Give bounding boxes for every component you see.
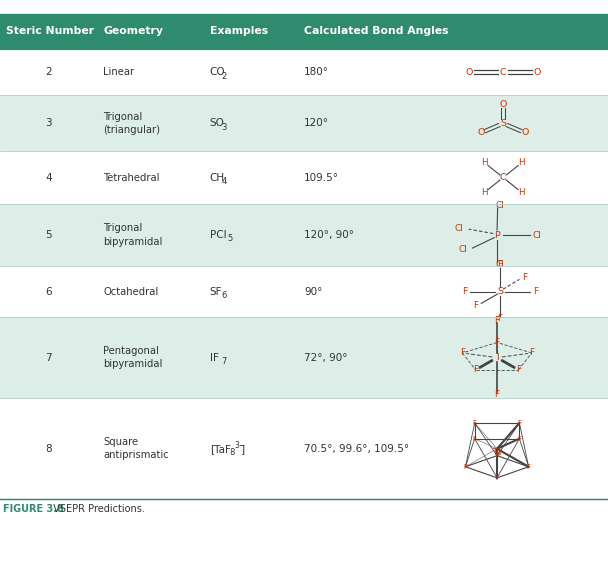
- Bar: [0, 151, 608, 204]
- Text: 120°, 90°: 120°, 90°: [304, 230, 354, 240]
- Text: SO: SO: [210, 118, 224, 128]
- Text: 5: 5: [227, 234, 232, 243]
- Bar: [0, 49, 608, 95]
- Text: S: S: [500, 119, 506, 128]
- Text: O: O: [465, 67, 473, 77]
- Text: F: F: [460, 348, 465, 357]
- Text: Square
antiprismatic: Square antiprismatic: [103, 437, 169, 461]
- Text: Pentagonal
bipyramidal: Pentagonal bipyramidal: [103, 346, 163, 369]
- Text: 180°: 180°: [304, 67, 329, 77]
- Text: [TaF: [TaF: [210, 444, 230, 454]
- Text: 7: 7: [221, 357, 227, 366]
- Text: F: F: [494, 338, 500, 347]
- Text: F: F: [472, 420, 477, 426]
- Text: 109.5°: 109.5°: [304, 173, 339, 182]
- Bar: [204, 398, 298, 499]
- Text: I: I: [496, 353, 499, 362]
- Text: 8: 8: [46, 444, 52, 454]
- Text: CH: CH: [210, 173, 225, 182]
- Text: CO: CO: [210, 67, 226, 77]
- Bar: [0, 204, 608, 266]
- Bar: [0, 266, 608, 317]
- Text: Cl: Cl: [454, 224, 463, 233]
- Text: ]: ]: [241, 444, 246, 454]
- Text: F: F: [495, 453, 499, 459]
- Text: F: F: [529, 348, 534, 357]
- Text: H: H: [518, 158, 525, 168]
- Text: Cl: Cl: [495, 201, 504, 210]
- Bar: [0, 317, 608, 398]
- Bar: [0, 398, 608, 499]
- Text: F: F: [527, 464, 531, 470]
- Text: F: F: [494, 390, 500, 399]
- Text: F: F: [516, 365, 521, 374]
- Text: F: F: [462, 287, 467, 296]
- Bar: [0, 14, 608, 49]
- Text: 6: 6: [46, 287, 52, 297]
- Text: 90°: 90°: [304, 287, 322, 297]
- Text: F: F: [517, 420, 522, 426]
- Text: F: F: [473, 301, 478, 310]
- Text: O: O: [499, 100, 507, 109]
- Text: H: H: [482, 158, 488, 168]
- Text: 3−: 3−: [238, 440, 249, 449]
- Text: 8: 8: [230, 448, 235, 457]
- Text: P: P: [494, 231, 500, 240]
- Text: 3: 3: [46, 118, 52, 128]
- Text: F: F: [497, 260, 503, 269]
- Text: O: O: [533, 67, 541, 77]
- Text: Octahedral: Octahedral: [103, 287, 159, 297]
- Text: F: F: [497, 314, 503, 323]
- Text: 5: 5: [46, 230, 52, 240]
- Text: 72°, 90°: 72°, 90°: [304, 353, 348, 362]
- Text: Cl: Cl: [459, 245, 468, 254]
- Text: 8: 8: [233, 448, 238, 457]
- Text: 2: 2: [221, 71, 227, 81]
- Text: F: F: [494, 316, 500, 325]
- Text: VSEPR Predictions.: VSEPR Predictions.: [47, 504, 145, 514]
- Text: H: H: [482, 187, 488, 197]
- Bar: [0, 95, 608, 151]
- Text: Trigonal
(triangular): Trigonal (triangular): [103, 112, 161, 135]
- Text: H: H: [518, 187, 525, 197]
- Text: Examples: Examples: [210, 26, 268, 36]
- Text: 7: 7: [46, 353, 52, 362]
- Text: 6: 6: [221, 291, 227, 300]
- Text: 4: 4: [46, 173, 52, 182]
- Text: O: O: [477, 128, 485, 137]
- Text: 70.5°, 99.6°, 109.5°: 70.5°, 99.6°, 109.5°: [304, 444, 409, 454]
- Text: 3: 3: [221, 123, 227, 132]
- Text: Cl: Cl: [533, 231, 541, 240]
- Text: Linear: Linear: [103, 67, 134, 77]
- Text: Calculated Bond Angles: Calculated Bond Angles: [304, 26, 449, 36]
- Text: C: C: [500, 173, 506, 182]
- Text: O: O: [522, 128, 529, 137]
- Text: SF: SF: [210, 287, 223, 297]
- Text: C: C: [500, 67, 506, 77]
- Text: Steric Number: Steric Number: [6, 26, 94, 36]
- Text: S: S: [497, 287, 503, 296]
- Text: Ta: Ta: [492, 448, 502, 457]
- Text: Cl: Cl: [495, 260, 504, 269]
- Text: Trigonal
bipyramidal: Trigonal bipyramidal: [103, 223, 163, 247]
- Text: PCl: PCl: [210, 230, 226, 240]
- Text: F: F: [473, 365, 478, 374]
- Text: 4: 4: [221, 177, 227, 186]
- Text: 2: 2: [46, 67, 52, 77]
- Text: F: F: [472, 436, 477, 442]
- Text: F: F: [463, 464, 468, 470]
- Text: 120°: 120°: [304, 118, 329, 128]
- Text: F: F: [495, 475, 499, 481]
- Text: 3−: 3−: [235, 442, 246, 450]
- Text: F: F: [522, 273, 528, 282]
- Text: Geometry: Geometry: [103, 26, 164, 36]
- Text: F: F: [533, 287, 538, 296]
- Text: IF: IF: [210, 353, 219, 362]
- Text: F: F: [517, 436, 522, 442]
- Text: Tetrahedral: Tetrahedral: [103, 173, 160, 182]
- Text: [TaF: [TaF: [209, 444, 230, 454]
- Text: FIGURE 3.8: FIGURE 3.8: [3, 504, 64, 514]
- Text: [TaF: [TaF: [210, 444, 230, 454]
